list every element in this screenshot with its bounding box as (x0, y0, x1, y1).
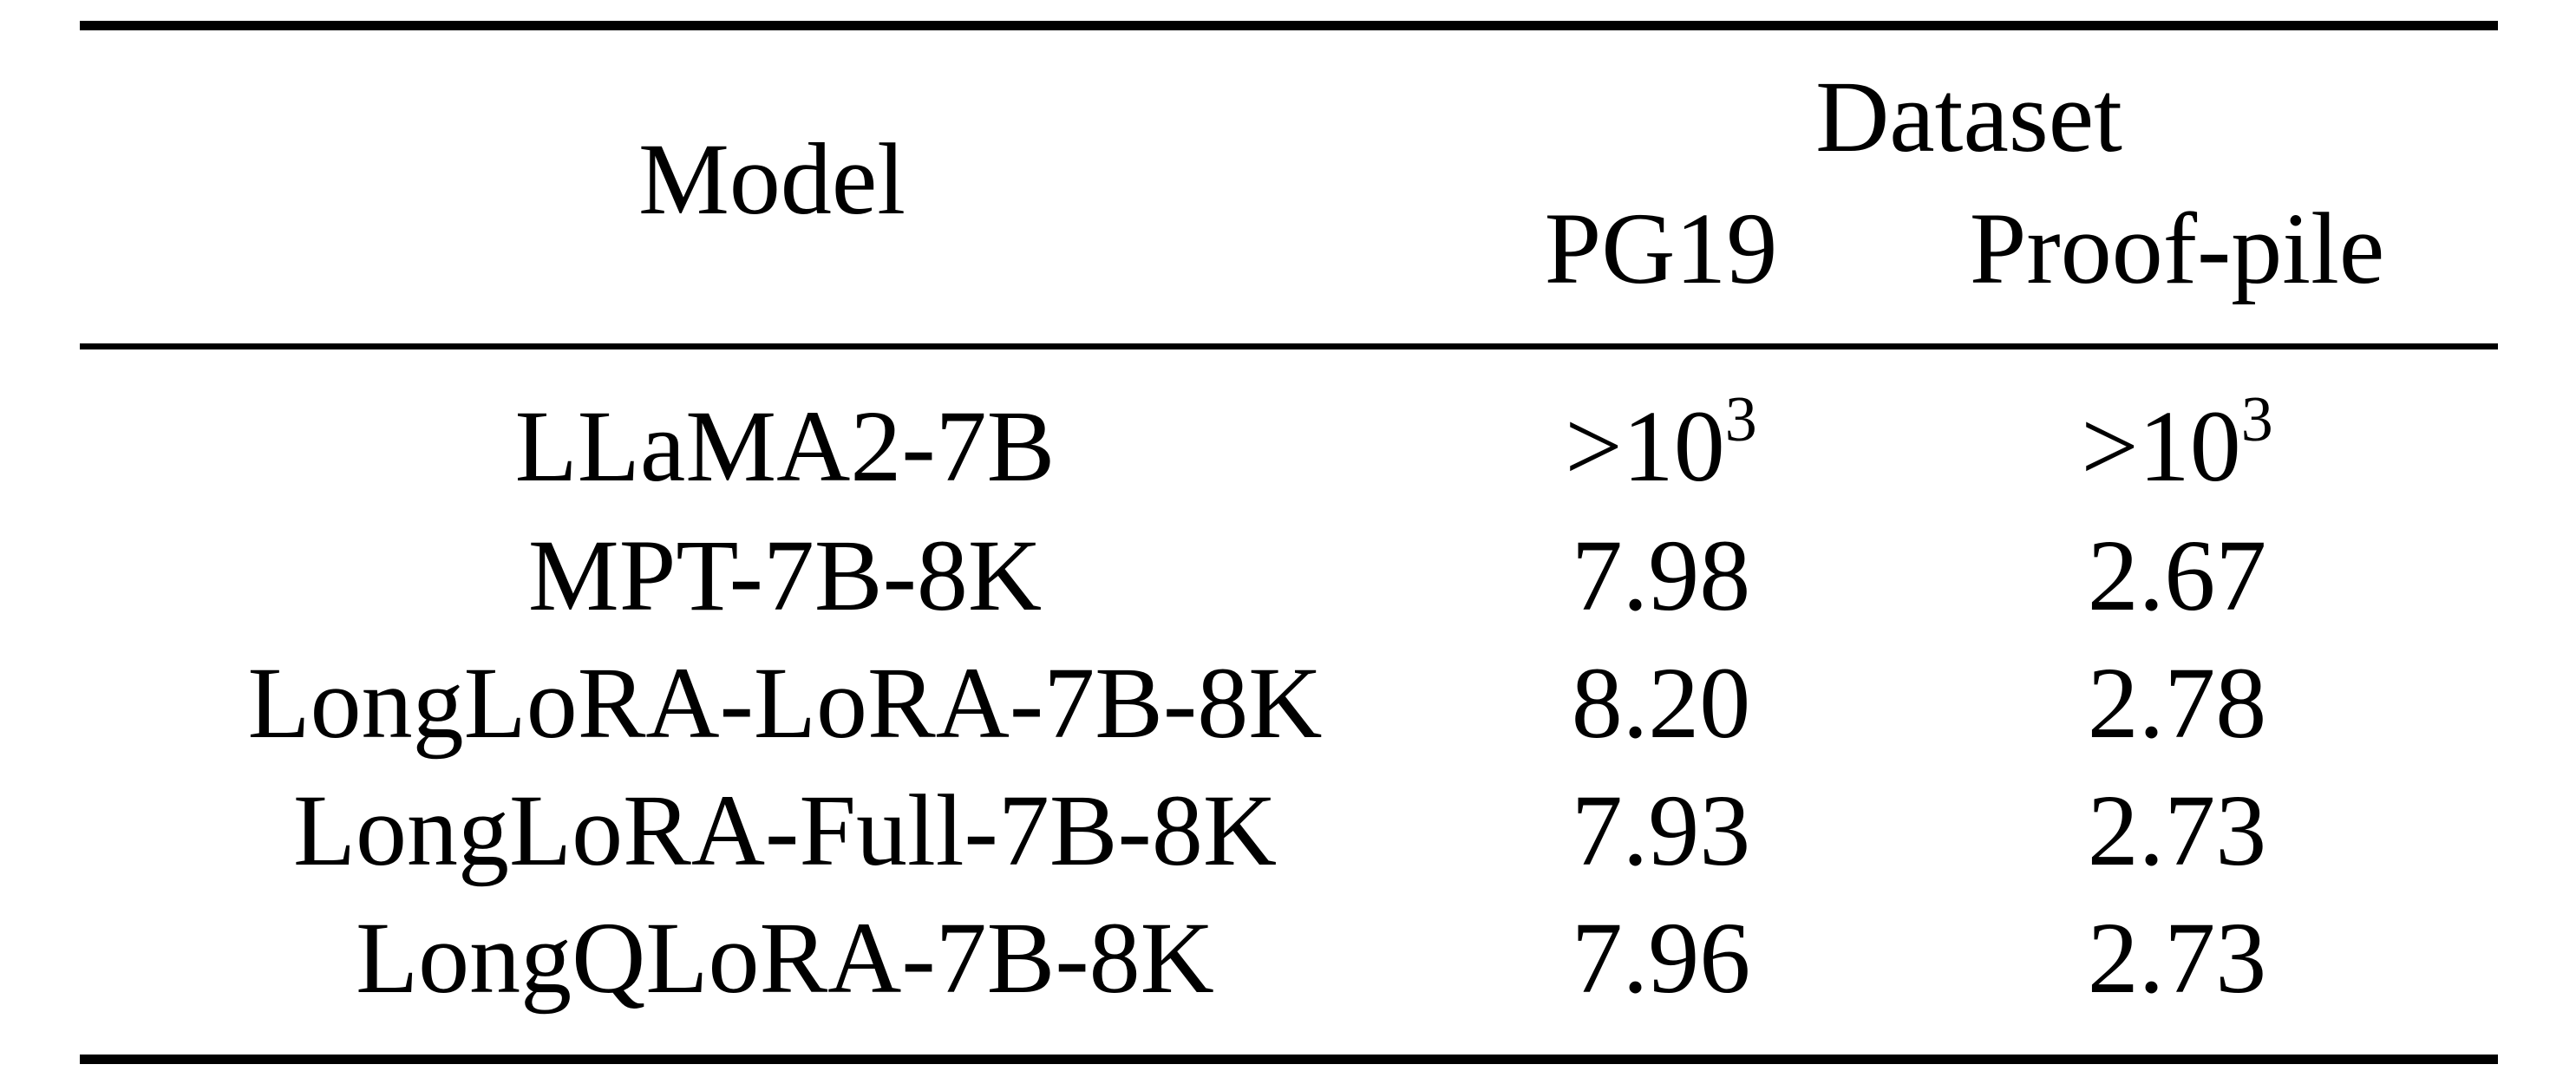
row-proof-value: 2.67 (2087, 519, 2267, 632)
header-proof-pile: Proof-pile (1969, 192, 2385, 305)
table-bottom-rule (80, 1055, 2498, 1064)
row-model: MPT-7B-8K (527, 519, 1043, 632)
table-top-rule (80, 21, 2498, 30)
row-model: LLaMA2-7B (514, 389, 1056, 503)
row-model: LongLoRA-Full-7B-8K (292, 774, 1278, 887)
header-model: Model (637, 122, 906, 236)
row-pg19-value: 8.20 (1571, 646, 1751, 760)
header-pg19: PG19 (1544, 192, 1778, 305)
row-proof-value: 2.73 (2087, 901, 2267, 1015)
row-pg19-value: 7.93 (1571, 774, 1751, 887)
row-model: LongLoRA-LoRA-7B-8K (247, 646, 1323, 760)
row-proof-value: >103 (2081, 384, 2273, 503)
row-proof-value: 2.73 (2087, 774, 2267, 887)
table-header-rule (80, 343, 2498, 349)
row-pg19-value: >103 (1565, 384, 1757, 503)
row-pg19-value: 7.98 (1571, 519, 1751, 632)
row-pg19-value: 7.96 (1571, 901, 1751, 1015)
row-model: LongQLoRA-7B-8K (356, 901, 1214, 1015)
header-dataset: Dataset (1815, 60, 2122, 173)
row-proof-value: 2.78 (2087, 646, 2267, 760)
